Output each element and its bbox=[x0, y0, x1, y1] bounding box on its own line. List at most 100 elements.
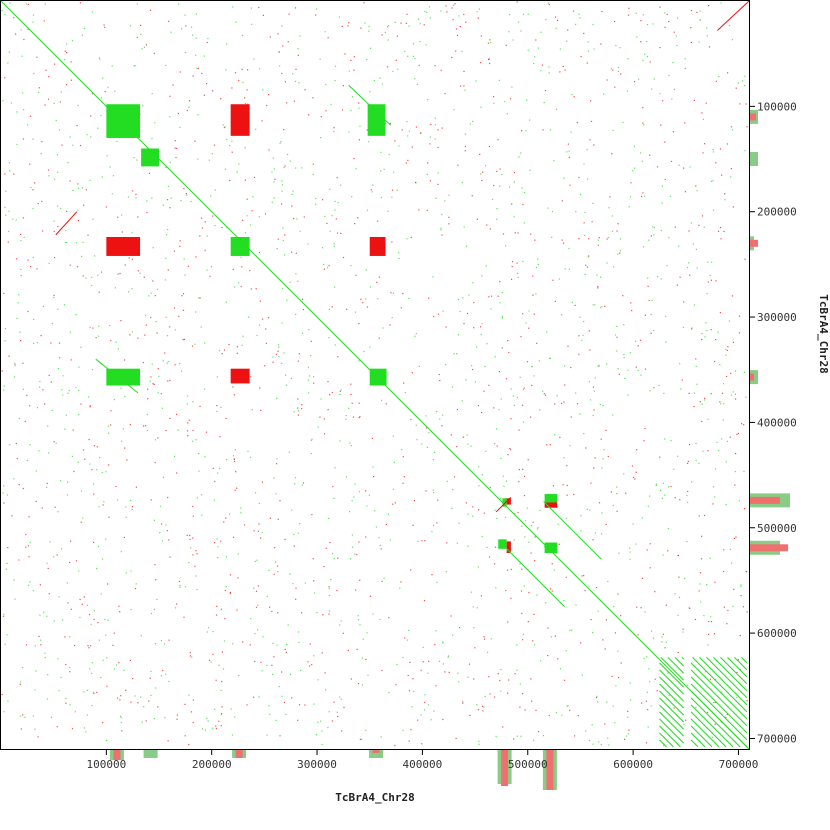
noise-dot bbox=[358, 323, 360, 325]
noise-dot bbox=[340, 232, 342, 234]
noise-dot bbox=[408, 629, 410, 631]
noise-dot bbox=[165, 316, 167, 318]
noise-dot bbox=[700, 558, 703, 560]
noise-dot bbox=[231, 151, 233, 153]
noise-dot bbox=[39, 614, 41, 616]
noise-dot bbox=[627, 369, 629, 371]
noise-dot bbox=[655, 483, 657, 485]
noise-dot bbox=[254, 633, 256, 635]
noise-dot bbox=[256, 559, 258, 561]
noise-dot bbox=[209, 275, 211, 277]
noise-dot bbox=[437, 183, 439, 185]
noise-dot bbox=[629, 682, 631, 684]
noise-dot bbox=[456, 34, 459, 36]
noise-dot bbox=[215, 727, 217, 730]
noise-dot bbox=[312, 173, 314, 175]
noise-dot bbox=[726, 349, 728, 351]
noise-dot bbox=[207, 627, 210, 629]
noise-dot bbox=[169, 116, 171, 118]
noise-dot bbox=[74, 644, 76, 647]
noise-dot bbox=[313, 376, 315, 378]
reverse-block bbox=[506, 541, 511, 554]
hatch-line bbox=[727, 656, 748, 678]
noise-dot bbox=[295, 587, 297, 589]
noise-dot bbox=[549, 357, 551, 359]
noise-dot bbox=[244, 97, 246, 99]
noise-dot bbox=[276, 644, 278, 646]
noise-dot bbox=[243, 524, 246, 526]
noise-dot bbox=[520, 30, 522, 32]
noise-dot bbox=[260, 409, 262, 411]
noise-dot bbox=[212, 631, 214, 633]
noise-dot bbox=[495, 428, 498, 430]
noise-dot bbox=[566, 40, 568, 42]
noise-dot bbox=[231, 87, 233, 89]
noise-dot bbox=[693, 406, 695, 408]
noise-dot bbox=[195, 37, 197, 39]
noise-dot bbox=[28, 556, 30, 558]
noise-dot bbox=[20, 274, 22, 277]
noise-dot bbox=[398, 252, 400, 254]
noise-dot bbox=[723, 570, 725, 573]
noise-dot bbox=[377, 298, 379, 300]
noise-dot bbox=[121, 231, 123, 233]
noise-dot bbox=[273, 181, 275, 183]
noise-dot bbox=[542, 735, 544, 737]
noise-dot bbox=[691, 481, 693, 483]
noise-dot bbox=[709, 557, 711, 559]
noise-dot bbox=[408, 25, 410, 27]
noise-dot bbox=[461, 181, 463, 184]
noise-dot bbox=[434, 124, 436, 126]
noise-dot bbox=[689, 166, 691, 168]
noise-dot bbox=[169, 556, 171, 558]
noise-dot bbox=[7, 62, 9, 64]
noise-dot bbox=[2, 100, 4, 102]
noise-dot bbox=[214, 542, 216, 544]
noise-dot bbox=[677, 651, 679, 654]
noise-dot bbox=[432, 489, 434, 491]
hatch-line bbox=[690, 669, 748, 727]
noise-dot bbox=[187, 422, 189, 424]
noise-dot bbox=[494, 563, 496, 565]
noise-dot bbox=[288, 451, 290, 453]
noise-dot bbox=[278, 686, 280, 688]
noise-dot bbox=[680, 388, 682, 390]
noise-dot bbox=[585, 730, 587, 732]
noise-dot bbox=[120, 320, 122, 322]
noise-dot bbox=[268, 317, 270, 319]
noise-dot bbox=[496, 208, 498, 210]
noise-dot bbox=[36, 56, 38, 58]
noise-dot bbox=[298, 82, 300, 84]
noise-dot bbox=[297, 719, 299, 721]
noise-dot bbox=[103, 24, 105, 26]
noise-dot bbox=[15, 219, 17, 221]
hatch-line bbox=[659, 739, 667, 748]
noise-dot bbox=[597, 244, 599, 246]
noise-dot bbox=[107, 86, 109, 88]
noise-dot bbox=[582, 334, 584, 336]
noise-dot bbox=[261, 120, 263, 122]
noise-dot bbox=[105, 634, 107, 636]
reverse-block bbox=[230, 368, 250, 384]
noise-dot bbox=[710, 180, 713, 182]
noise-dot bbox=[90, 115, 92, 117]
noise-dot bbox=[98, 291, 100, 293]
noise-dot bbox=[162, 204, 164, 206]
noise-dot bbox=[80, 346, 82, 348]
noise-dot bbox=[328, 711, 330, 713]
noise-dot bbox=[509, 14, 511, 16]
noise-dot bbox=[334, 65, 337, 67]
noise-dot bbox=[44, 657, 46, 659]
noise-dot bbox=[179, 240, 181, 242]
noise-dot bbox=[42, 389, 44, 391]
noise-dot bbox=[23, 109, 25, 111]
noise-dot bbox=[207, 720, 209, 722]
noise-dot bbox=[169, 161, 171, 163]
noise-dot bbox=[687, 490, 689, 493]
noise-dot bbox=[281, 322, 283, 324]
noise-dot bbox=[464, 89, 466, 91]
noise-dot bbox=[602, 405, 604, 407]
noise-dot bbox=[687, 460, 689, 462]
noise-dot bbox=[525, 130, 527, 132]
noise-dot bbox=[11, 515, 13, 517]
